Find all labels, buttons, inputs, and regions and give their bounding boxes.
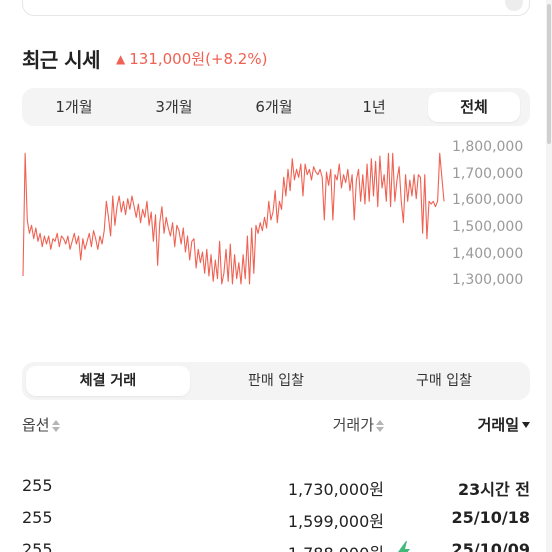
header-price[interactable]: 거래가: [333, 414, 384, 435]
row-date: 25/10/18: [451, 508, 530, 527]
price-chart-svg: [22, 152, 445, 285]
row-option: 255: [22, 508, 53, 527]
row-date: 25/10/09: [451, 540, 530, 552]
header-date[interactable]: 거래일: [478, 414, 530, 435]
tab-1-month[interactable]: 1개월: [55, 98, 93, 116]
period-tabs: 1개월 3개월 6개월 1년 전체: [22, 88, 530, 126]
row-price: 1,788,000원: [288, 540, 384, 552]
scrollbar-thumb[interactable]: [547, 4, 551, 144]
sort-down-icon: [522, 422, 530, 428]
y-tick-label: 1,700,000: [452, 165, 524, 182]
triangle-up-icon: ▲: [116, 52, 126, 66]
tab-all[interactable]: 전체: [428, 92, 520, 122]
section-title: 최근 시세: [22, 48, 101, 72]
table-header: 옵션 거래가 거래일: [22, 414, 530, 438]
tab-1-year[interactable]: 1년: [362, 98, 386, 116]
header-option-label: 옵션: [22, 416, 50, 434]
y-tick-label: 1,800,000: [452, 139, 524, 155]
row-option: 255: [22, 476, 53, 495]
row-option: 255: [22, 540, 53, 552]
y-tick-label: 1,300,000: [452, 272, 524, 289]
sort-arrows-icon: [51, 419, 60, 432]
lightning-icon: [398, 541, 410, 552]
sort-arrows-icon: [376, 419, 384, 432]
row-date: 23시간 전: [458, 480, 530, 499]
price-chart: 1,800,000 1,700,000 1,600,000 1,500,000 …: [0, 139, 552, 310]
tab-3-months[interactable]: 3개월: [155, 98, 193, 116]
header-date-label: 거래일: [477, 416, 519, 434]
price-change-text: 131,000원(+8.2%): [129, 50, 268, 68]
header-option[interactable]: 옵션: [22, 414, 60, 435]
row-price: 1,599,000원: [287, 512, 384, 531]
series-line: [22, 152, 445, 285]
chevron-icon[interactable]: [505, 0, 523, 11]
previous-card: [22, 0, 530, 16]
tab-sell-bids[interactable]: 판매 입찰: [248, 373, 304, 389]
trade-tabs: 체결 거래 판매 입찰 구매 입찰: [22, 362, 530, 400]
table-row[interactable]: 255 1,730,000원 23시간 전: [22, 476, 530, 502]
header-price-label: 거래가: [332, 416, 374, 434]
y-tick-label: 1,400,000: [452, 245, 524, 262]
row-price: 1,730,000원: [287, 480, 384, 499]
price-change: ▲ 131,000원(+8.2%): [116, 48, 267, 69]
table-row[interactable]: 255 1,599,000원 25/10/18: [22, 508, 530, 534]
y-tick-label: 1,500,000: [452, 219, 524, 235]
scrollbar[interactable]: [546, 0, 552, 552]
y-tick-label: 1,600,000: [452, 192, 524, 209]
tab-completed-trades[interactable]: 체결 거래: [26, 366, 190, 396]
table-row[interactable]: 255 1,788,000원 25/10/09: [22, 540, 530, 552]
tab-6-months[interactable]: 6개월: [255, 98, 293, 116]
tab-buy-bids[interactable]: 구매 입찰: [416, 373, 472, 389]
